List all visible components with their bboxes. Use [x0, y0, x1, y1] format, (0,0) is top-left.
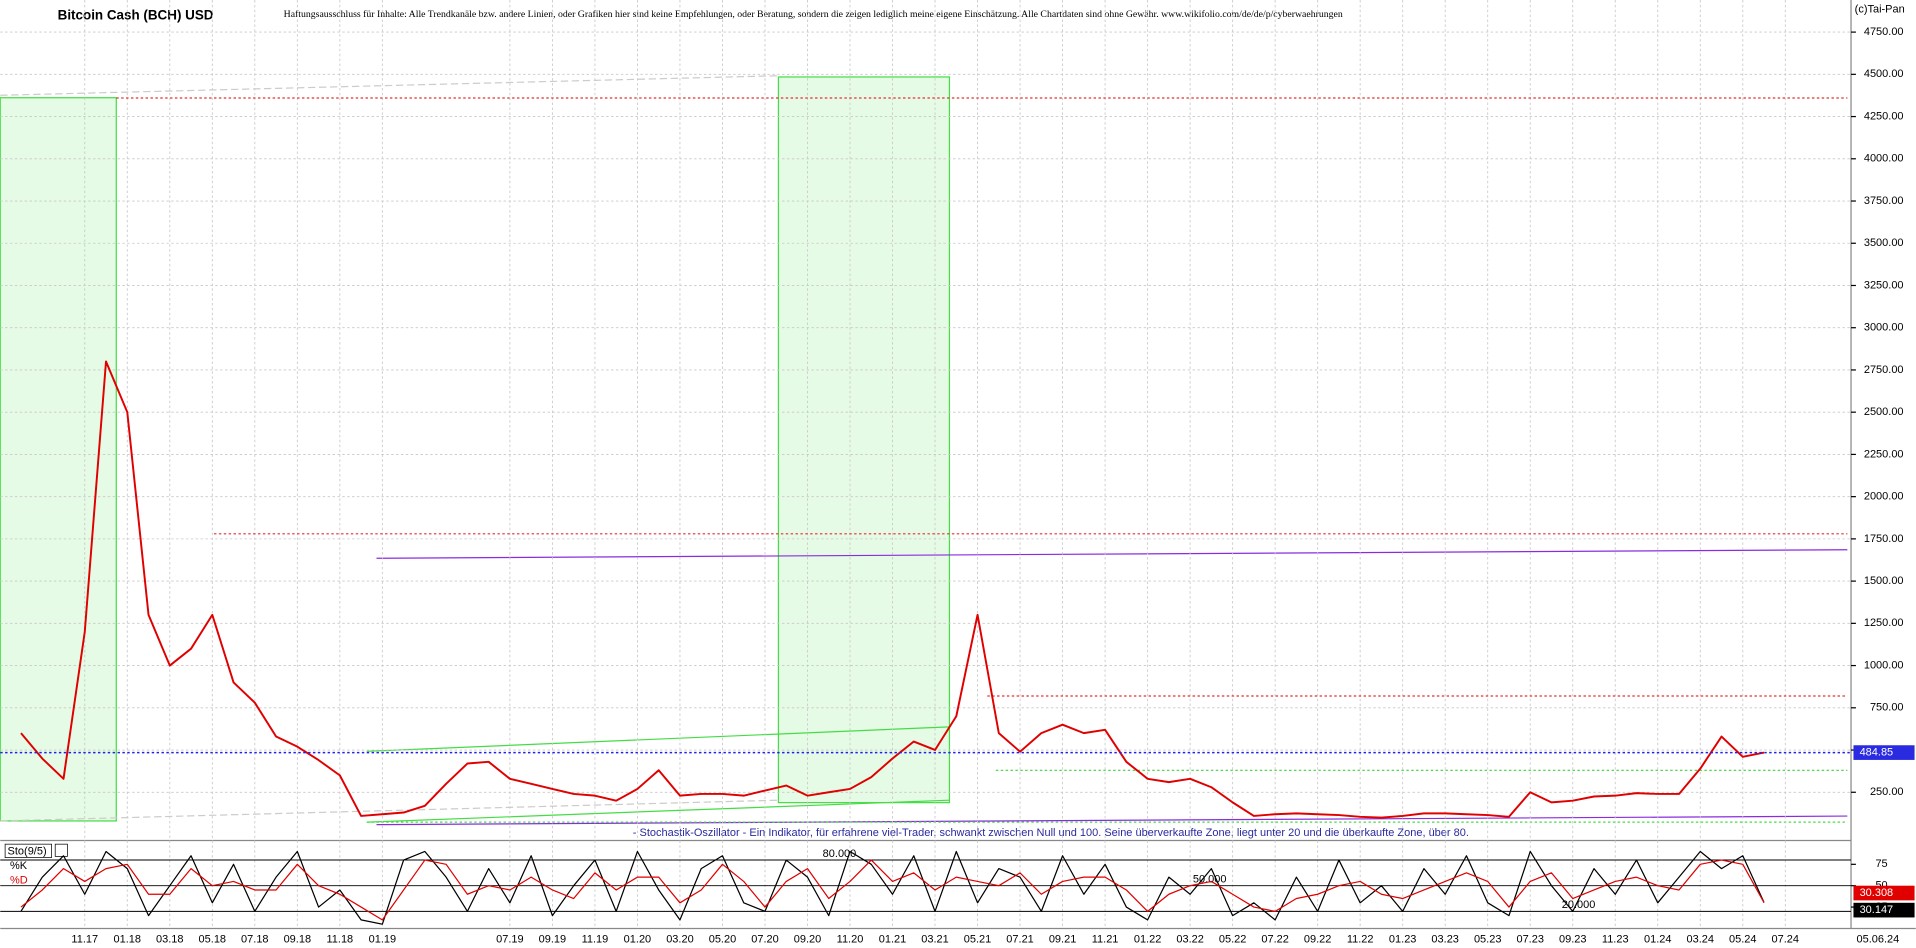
x-tick-label: 01.19: [369, 933, 397, 945]
copyright: (c)Tai-Pan: [1855, 4, 1905, 16]
trend-line: [376, 549, 1848, 559]
x-tick-label: 01.24: [1644, 933, 1672, 945]
y-tick-label: 2000.00: [1864, 491, 1904, 503]
last-value-label: 484.85: [1860, 746, 1894, 758]
y-tick-label: 2750.00: [1864, 364, 1904, 376]
x-tick-label: 09.19: [539, 933, 567, 945]
y-tick-label: 2500.00: [1864, 406, 1904, 418]
level-label: 80.000: [823, 848, 857, 860]
chart-title: Bitcoin Cash (BCH) USD: [58, 7, 214, 22]
x-tick-label: 03.24: [1687, 933, 1715, 945]
y-tick-label: 3500.00: [1864, 237, 1904, 249]
zone-box: [0, 97, 117, 822]
y-tick-label: 3000.00: [1864, 322, 1904, 334]
last-value-box: [1853, 745, 1915, 760]
y-tick-label: 3750.00: [1864, 195, 1904, 207]
x-tick-label: 01.18: [114, 933, 141, 945]
y-tick-label: 1000.00: [1864, 659, 1904, 671]
last-value-label: 30.147: [1860, 904, 1894, 916]
x-tick-label: 01.22: [1134, 933, 1162, 945]
last-date: 05.06.24: [1857, 933, 1900, 945]
last-value-box: [1853, 885, 1915, 901]
x-tick-label: 03.22: [1176, 933, 1204, 945]
series-line: [20, 360, 1765, 819]
x-tick-label: 01.21: [879, 933, 907, 945]
x-tick-label: 03.18: [156, 933, 184, 945]
y-tick-label: 1500.00: [1864, 575, 1904, 587]
x-tick-label: 07.18: [241, 933, 268, 945]
x-tick-label: 03.21: [921, 933, 949, 945]
indicator-title: Sto(9/5): [8, 845, 47, 857]
trend-line: [376, 815, 1848, 826]
x-tick-label: 11.21: [1092, 933, 1119, 945]
x-tick-label: 07.23: [1516, 933, 1543, 945]
disclaimer: Haftungsausschluss für Inhalte: Alle Tre…: [284, 9, 1343, 20]
trend-line: [366, 799, 950, 823]
x-tick-label: 05.20: [709, 933, 737, 945]
trend-line: [366, 726, 950, 752]
x-tick-label: 11.18: [327, 933, 354, 945]
x-tick-label: 07.22: [1261, 933, 1288, 945]
x-tick-label: 11.17: [71, 933, 98, 945]
trend-line: [0, 75, 779, 96]
x-tick-label: 09.21: [1049, 933, 1077, 945]
zone-box: [777, 76, 951, 804]
x-tick-label: 09.18: [284, 933, 312, 945]
series-line: [20, 850, 1765, 925]
y-tick-label: 750.00: [1870, 702, 1904, 714]
y-tick-label: 4000.00: [1864, 153, 1904, 165]
x-tick-label: 11.22: [1347, 933, 1374, 945]
x-tick-label: 11.20: [837, 933, 864, 945]
y-tick-label: 75: [1875, 858, 1887, 870]
legend-label: %D: [10, 875, 28, 887]
expand-button[interactable]: [54, 843, 68, 857]
x-tick-label: 03.23: [1431, 933, 1459, 945]
last-value-label: 30.308: [1860, 887, 1894, 899]
y-tick-label: 4250.00: [1864, 110, 1904, 122]
x-tick-label: 05.24: [1729, 933, 1756, 945]
x-tick-label: 05.23: [1474, 933, 1501, 945]
y-tick-label: 2250.00: [1864, 448, 1904, 460]
x-tick-label: 09.23: [1559, 933, 1586, 945]
x-tick-label: 09.22: [1304, 933, 1331, 945]
last-value-box: [1853, 902, 1915, 918]
x-tick-label: 05.21: [964, 933, 992, 945]
y-tick-label: 1750.00: [1864, 533, 1904, 545]
x-tick-label: 07.19: [496, 933, 524, 945]
trend-line: [0, 799, 779, 822]
x-tick-label: 11.23: [1602, 933, 1629, 945]
x-tick-label: 03.20: [666, 933, 694, 945]
x-tick-label: 07.20: [751, 933, 779, 945]
annotation: - Stochastik-Oszillator - Ein Indikator,…: [633, 827, 1469, 839]
y-tick-label: 4750.00: [1864, 26, 1904, 38]
x-tick-label: 09.20: [794, 933, 822, 945]
y-tick-label: 250.00: [1870, 786, 1904, 798]
legend-label: %K: [10, 860, 28, 872]
x-tick-label: 05.22: [1219, 933, 1247, 945]
x-tick-label: 01.23: [1389, 933, 1416, 945]
x-tick-label: 05.18: [199, 933, 227, 945]
y-tick-label: 1250.00: [1864, 617, 1904, 629]
indicator-box: [4, 843, 52, 858]
y-tick-label: 3250.00: [1864, 279, 1904, 291]
x-tick-label: 07.24: [1772, 933, 1799, 945]
y-tick-label: 4500.00: [1864, 68, 1904, 80]
series-line: [20, 859, 1765, 921]
x-tick-label: 01.20: [624, 933, 651, 945]
x-tick-label: 07.21: [1006, 933, 1033, 945]
x-tick-label: 11.19: [582, 933, 609, 945]
